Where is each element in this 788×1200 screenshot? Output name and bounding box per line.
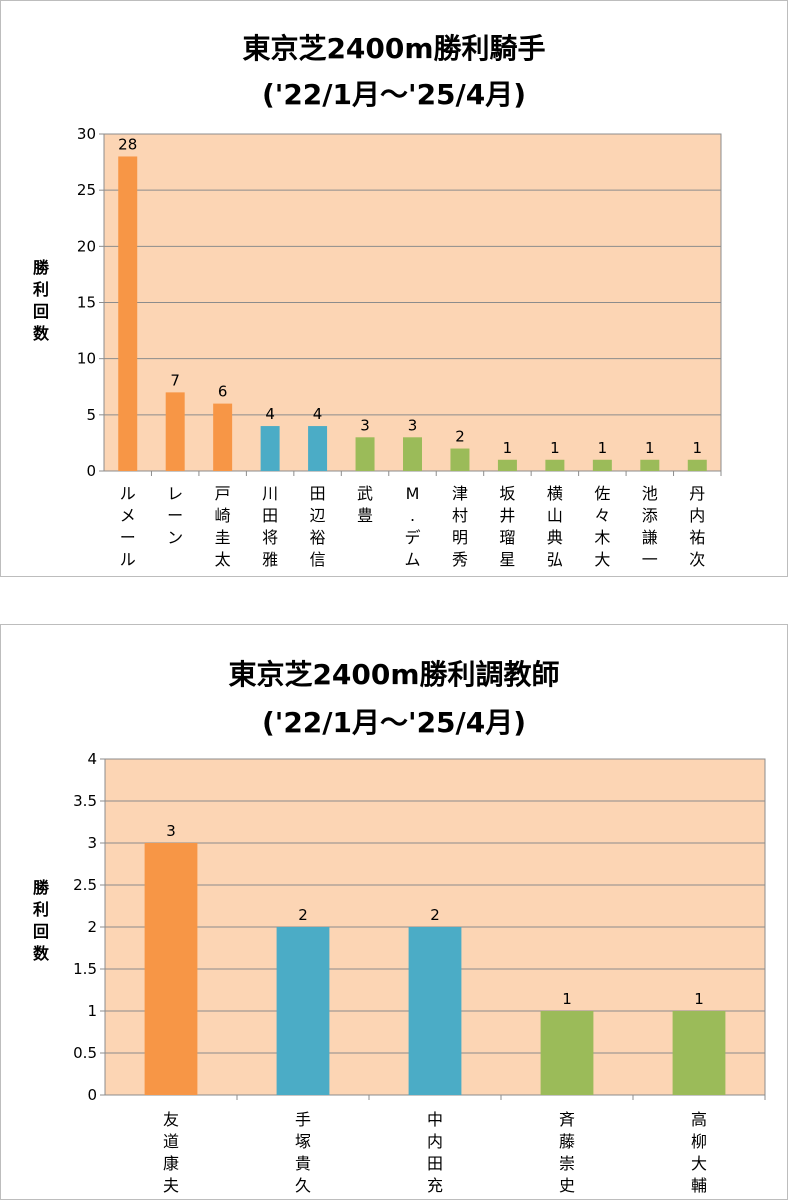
bar bbox=[144, 843, 198, 1095]
data-label: 1 bbox=[550, 439, 560, 457]
y-tick-label: 10 bbox=[77, 350, 96, 368]
data-label: 4 bbox=[313, 405, 323, 423]
jockey-chart-panel: 東京芝2400m勝利騎手 ('22/1月～'25/4月) 0 5 10 15 20 25 3… bbox=[0, 0, 788, 577]
chart-subtitle: ('22/1月～'25/4月) bbox=[261, 78, 527, 111]
chart-subtitle: ('22/1月～'25/4月) bbox=[261, 706, 527, 739]
y-tick-label: 1 bbox=[87, 1002, 97, 1020]
bar bbox=[545, 459, 565, 471]
bar bbox=[592, 459, 612, 471]
chart-title: 東京芝2400m勝利騎手 bbox=[242, 32, 546, 65]
bar bbox=[165, 392, 185, 471]
y-tick-label: 5 bbox=[86, 406, 96, 424]
y-tick-label: 2 bbox=[87, 918, 97, 936]
trainer-chart-panel: 東京芝2400m勝利調教師 ('22/1月～'25/4月) 0 0.5 1 1.5 2 2… bbox=[0, 624, 788, 1200]
x-tick-label: 津村明秀 bbox=[452, 484, 468, 569]
bar bbox=[118, 156, 138, 471]
data-label: 2 bbox=[298, 906, 308, 924]
y-tick-label: 25 bbox=[77, 181, 96, 199]
data-label: 1 bbox=[694, 990, 704, 1008]
y-tick-label: 0 bbox=[86, 462, 96, 480]
bar bbox=[640, 459, 660, 471]
x-tick-label: 友道康夫 bbox=[163, 1110, 179, 1195]
jockey-bar-chart: 0 5 10 15 20 25 30 28 ルメール 7 レーン 6 戸崎圭太 4 川田将雅 4 田辺裕信 3 武豊… bbox=[33, 125, 722, 569]
data-label: 2 bbox=[455, 428, 465, 446]
data-label: 1 bbox=[645, 439, 655, 457]
data-label: 6 bbox=[218, 383, 228, 401]
bar bbox=[260, 426, 280, 471]
y-tick-label: 2.5 bbox=[73, 876, 97, 894]
y-axis-label: 勝利回数 bbox=[33, 878, 50, 963]
x-tick-label: 斉藤崇史 bbox=[559, 1110, 575, 1195]
data-label: 3 bbox=[360, 416, 370, 434]
data-label: 3 bbox=[166, 822, 176, 840]
x-tick-label: 武豊 bbox=[357, 484, 373, 525]
x-tick-label: 川田将雅 bbox=[262, 484, 278, 569]
y-axis-label: 勝利回数 bbox=[33, 258, 50, 343]
data-label: 7 bbox=[170, 371, 180, 389]
x-tick-label: 戸崎圭太 bbox=[215, 484, 231, 569]
x-tick-label: 坂井瑠星 bbox=[499, 484, 515, 569]
bar bbox=[450, 448, 470, 471]
x-tick-label: 田辺裕信 bbox=[310, 484, 326, 569]
data-label: 3 bbox=[408, 416, 418, 434]
bar bbox=[355, 437, 375, 471]
y-tick-label: 0 bbox=[87, 1086, 97, 1104]
y-tick-label: 15 bbox=[77, 294, 96, 312]
x-tick-label: 横山典弘 bbox=[547, 484, 563, 569]
bar bbox=[540, 1011, 594, 1095]
y-tick-label: 0.5 bbox=[73, 1044, 97, 1062]
bar bbox=[687, 459, 707, 471]
chart-title: 東京芝2400m勝利調教師 bbox=[228, 658, 560, 691]
x-tick-label: M .デム bbox=[404, 484, 420, 569]
x-tick-label: 中内田充 bbox=[427, 1110, 443, 1195]
bar bbox=[672, 1011, 726, 1095]
data-label: 4 bbox=[265, 405, 275, 423]
data-label: 1 bbox=[692, 439, 702, 457]
data-label: 1 bbox=[562, 990, 572, 1008]
x-tick-label: 佐々木大 bbox=[594, 484, 610, 569]
data-label: 2 bbox=[430, 906, 440, 924]
x-tick-label: ルメール bbox=[120, 484, 136, 569]
data-label: 1 bbox=[503, 439, 513, 457]
bar bbox=[497, 459, 517, 471]
data-label: 28 bbox=[118, 135, 137, 153]
y-tick-label: 30 bbox=[77, 125, 96, 143]
bar bbox=[403, 437, 422, 471]
x-tick-label: 手塚貴久 bbox=[295, 1110, 311, 1195]
bar bbox=[213, 403, 233, 471]
trainer-bar-chart: 0 0.5 1 1.5 2 2.5 3 3.5 4 3 友道康夫 2 手塚貴久 2 中内田充 1 斉藤崇史 1 高柳… bbox=[33, 750, 766, 1195]
y-tick-label: 20 bbox=[77, 237, 96, 255]
x-tick-label: レーン bbox=[167, 484, 183, 547]
y-tick-label: 3.5 bbox=[73, 792, 97, 810]
x-tick-label: 高柳大輔 bbox=[691, 1110, 707, 1195]
y-tick-label: 4 bbox=[87, 750, 97, 768]
data-label: 1 bbox=[598, 439, 608, 457]
x-tick-label: 池添謙一 bbox=[642, 484, 658, 569]
bar bbox=[308, 426, 328, 471]
x-tick-label: 丹内祐次 bbox=[689, 484, 705, 569]
y-tick-label: 1.5 bbox=[73, 960, 97, 978]
bar bbox=[408, 927, 462, 1095]
y-tick-label: 3 bbox=[87, 834, 97, 852]
bar bbox=[276, 927, 330, 1095]
